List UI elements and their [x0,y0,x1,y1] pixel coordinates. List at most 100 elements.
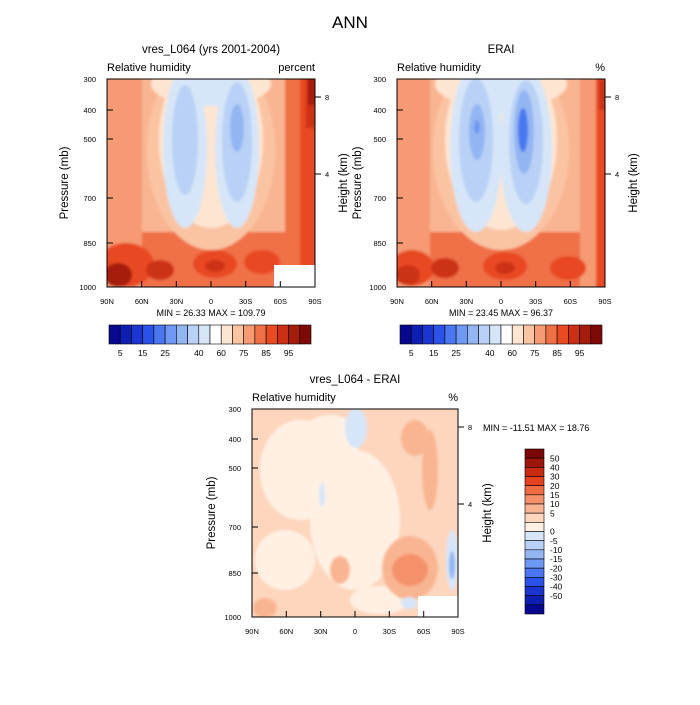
y-tick-label: 850 [373,239,386,248]
y-tick: 400 [83,106,113,115]
colorbar-label: 60 [507,348,517,358]
colorbar-swatch [277,324,289,345]
x-tick-label: 90S [598,297,611,306]
y-tick-label: 700 [373,194,386,203]
y-tick-label: 1000 [79,283,96,292]
y-axis-label-right: Height (km) [482,483,494,543]
colorbar-label: 95 [284,348,294,358]
colorbar-swatch [467,324,479,345]
colorbar-swatch [524,586,545,596]
y-tick: 500 [83,135,113,144]
colorbar-swatch [444,324,457,345]
colorbar-label: -15 [550,554,563,564]
panel-right-label: percent [278,62,315,74]
y-tick-label: 400 [373,106,386,115]
colorbar-label: 0 [550,527,555,537]
x-tick: 0 [353,611,357,636]
x-tick: 30N [169,281,183,306]
colorbar-label: 40 [550,463,560,473]
y-ticks: 300 400 500 700 850 1000 [79,75,113,292]
y-tick-label: 500 [228,464,241,473]
panel-left-label: Relative humidity [107,62,191,74]
x-tick-label: 60S [417,627,430,636]
y-tick: 400 [373,106,403,115]
y-tick: 300 [83,75,113,84]
colorbar-swatch [590,324,603,345]
y-tick: 700 [83,194,113,203]
colorbar-label: -5 [550,536,558,546]
colorbar-label: 5 [409,348,414,358]
panel-reanalysis: ERAI Relative humidity % [352,44,640,358]
colorbar-swatch [568,324,580,345]
panel-right-label: % [448,392,458,404]
right-tick-label: 8 [615,93,619,102]
y-tick: 400 [228,435,258,444]
y-tick: 700 [228,523,258,532]
y-tick-label: 300 [228,405,241,414]
colorbar-swatch [176,324,188,345]
x-tick: 0 [209,281,213,306]
x-tick-label: 0 [209,297,213,306]
y-tick: 850 [228,569,258,578]
y-ticks: 300 400 500 700 850 1000 [224,405,258,622]
colorbar-swatch [524,512,545,523]
y-tick: 300 [228,405,258,414]
y-axis-label-right: Height (km) [338,153,350,213]
y-tick-label: 850 [83,239,96,248]
y-axis-label: Pressure (mb) [352,146,364,219]
y-tick: 300 [373,75,403,84]
x-tick-label: 90S [308,297,321,306]
y-tick: 1000 [79,283,96,292]
colorbar-swatch [500,324,513,345]
y-tick-label: 500 [83,135,96,144]
x-tick-label: 60S [564,297,577,306]
colorbar-label: 75 [239,348,249,358]
colorbar-swatch [524,549,545,560]
x-tick-label: 60N [279,627,293,636]
x-tick-label: 30N [169,297,183,306]
colorbar-label: 50 [550,453,560,463]
x-tick: 30S [383,611,396,636]
colorbar-swatch [198,324,211,345]
x-tick: 60N [135,281,149,306]
colorbar-swatch [579,324,592,345]
colorbar-swatch [524,467,545,477]
colorbar-swatch [131,324,143,345]
y-tick-label: 1000 [224,613,241,622]
colorbar-swatch [511,324,524,345]
colorbar-swatch [142,324,155,345]
x-tick-label: 0 [353,627,357,636]
y-tick: 500 [228,464,258,473]
colorbar-swatch [455,324,468,345]
colorbar-label: 75 [530,348,540,358]
y-tick: 500 [373,135,403,144]
x-tick: 60N [279,611,293,636]
colorbar-label: 40 [194,348,204,358]
colorbar-swatch [209,324,222,345]
colorbar-swatch [524,476,545,486]
panel-difference: vres_L064 - ERAI Relative humidity % [206,374,589,636]
right-tick-label: 8 [468,423,472,432]
x-tick-label: 90N [245,627,259,636]
colorbar-swatch [108,324,121,345]
colorbar-swatch [524,448,545,459]
colorbar-label: 40 [485,348,495,358]
colorbar-label: -20 [550,563,563,573]
colorbar-swatch [489,324,502,345]
y-axis-label: Pressure (mb) [59,146,71,219]
x-tick: 90N [100,297,114,306]
y-tick-label: 300 [83,75,96,84]
y-axis-label-right: Height (km) [628,153,640,213]
x-tick: 60S [564,281,577,306]
y-tick-label: 700 [228,523,241,532]
colorbar-label: 85 [261,348,271,358]
colorbar-swatch [524,457,545,468]
colorbar-swatch [524,522,545,532]
colorbar-swatch [265,324,278,345]
colorbar-swatch [220,324,233,345]
right-tick-label: 4 [468,500,472,509]
right-tick-label: 4 [615,170,619,179]
colorbar-swatch [524,503,545,514]
